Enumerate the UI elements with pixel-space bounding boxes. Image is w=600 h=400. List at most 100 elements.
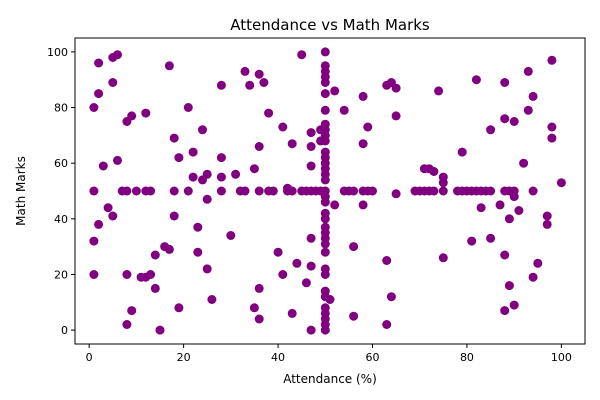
data-point	[363, 122, 373, 132]
data-point	[486, 186, 496, 196]
data-point	[278, 270, 288, 279]
data-point	[193, 247, 203, 257]
data-point	[500, 250, 510, 260]
data-point	[297, 50, 307, 60]
data-point	[292, 258, 302, 268]
data-point	[320, 47, 330, 57]
data-point	[226, 231, 236, 240]
data-point	[254, 69, 264, 79]
data-point	[216, 153, 226, 163]
data-point	[528, 272, 538, 282]
data-point	[339, 105, 349, 115]
data-point	[330, 86, 340, 96]
data-point	[278, 122, 288, 132]
data-point	[547, 122, 557, 132]
data-point	[523, 105, 533, 115]
x-tick-label: 40	[271, 351, 285, 364]
data-point	[268, 186, 278, 196]
data-point	[249, 164, 259, 174]
data-point	[127, 111, 137, 121]
data-point	[155, 325, 165, 335]
data-point	[202, 194, 212, 204]
data-point	[320, 89, 330, 99]
data-point	[509, 192, 519, 202]
data-point	[240, 186, 250, 196]
data-point	[434, 86, 444, 96]
data-point	[113, 155, 122, 165]
y-axis-label: Math Marks	[14, 156, 28, 226]
data-point	[108, 211, 118, 221]
data-point	[500, 306, 510, 316]
data-point	[391, 189, 401, 199]
data-point	[254, 186, 264, 196]
x-tick-label: 20	[177, 351, 191, 364]
data-point	[320, 197, 330, 207]
data-point	[273, 247, 283, 257]
data-point	[306, 142, 316, 151]
data-point	[476, 203, 486, 213]
data-point	[202, 264, 212, 274]
data-point	[301, 278, 311, 288]
data-point	[94, 219, 104, 229]
data-point	[198, 125, 207, 135]
data-point	[382, 320, 392, 329]
y-tick-label: 40	[54, 213, 68, 226]
data-point	[94, 58, 104, 68]
plot-frame	[74, 37, 586, 345]
data-point	[504, 214, 514, 224]
data-point	[320, 239, 330, 249]
data-point	[542, 211, 552, 221]
data-point	[528, 91, 538, 101]
data-point	[523, 66, 533, 76]
data-points	[89, 47, 566, 335]
data-point	[429, 167, 439, 176]
y-axis-ticks: 0 20 40 60 80 100	[47, 46, 75, 337]
data-point	[150, 283, 160, 293]
data-point	[89, 270, 99, 279]
data-point	[320, 214, 330, 224]
data-point	[368, 186, 377, 196]
data-point	[358, 139, 368, 149]
data-point	[467, 236, 477, 246]
data-point	[254, 283, 264, 293]
data-point	[216, 186, 226, 196]
data-point	[320, 136, 330, 146]
data-point	[188, 147, 198, 157]
data-point	[358, 91, 368, 101]
data-point	[504, 281, 514, 291]
data-point	[94, 89, 104, 99]
data-point	[169, 211, 179, 221]
data-point	[122, 186, 132, 196]
data-point	[103, 203, 113, 213]
y-tick-label: 20	[54, 268, 68, 281]
data-point	[306, 161, 316, 171]
y-tick-label: 60	[54, 157, 68, 170]
data-point	[349, 186, 359, 196]
data-point	[146, 186, 156, 196]
data-point	[457, 147, 467, 157]
data-point	[183, 103, 193, 112]
x-axis-label: Attendance (%)	[283, 372, 377, 386]
data-point	[528, 186, 538, 196]
data-point	[259, 78, 269, 87]
x-tick-label: 0	[86, 351, 93, 364]
data-point	[164, 244, 174, 254]
chart-title: Attendance vs Math Marks	[230, 16, 430, 34]
data-point	[89, 236, 99, 246]
y-tick-label: 100	[47, 46, 68, 59]
data-point	[542, 219, 552, 229]
y-tick-label: 0	[61, 324, 68, 337]
x-axis-ticks: 0 20 40 60 80 100	[86, 344, 572, 364]
data-point	[174, 153, 184, 163]
data-point	[254, 314, 264, 324]
data-point	[471, 75, 481, 85]
data-point	[386, 292, 396, 302]
data-point	[382, 256, 392, 265]
data-point	[183, 186, 193, 196]
data-point	[113, 50, 122, 60]
data-point	[188, 172, 198, 182]
data-point	[519, 158, 529, 168]
data-point	[486, 233, 496, 243]
data-point	[500, 114, 510, 124]
